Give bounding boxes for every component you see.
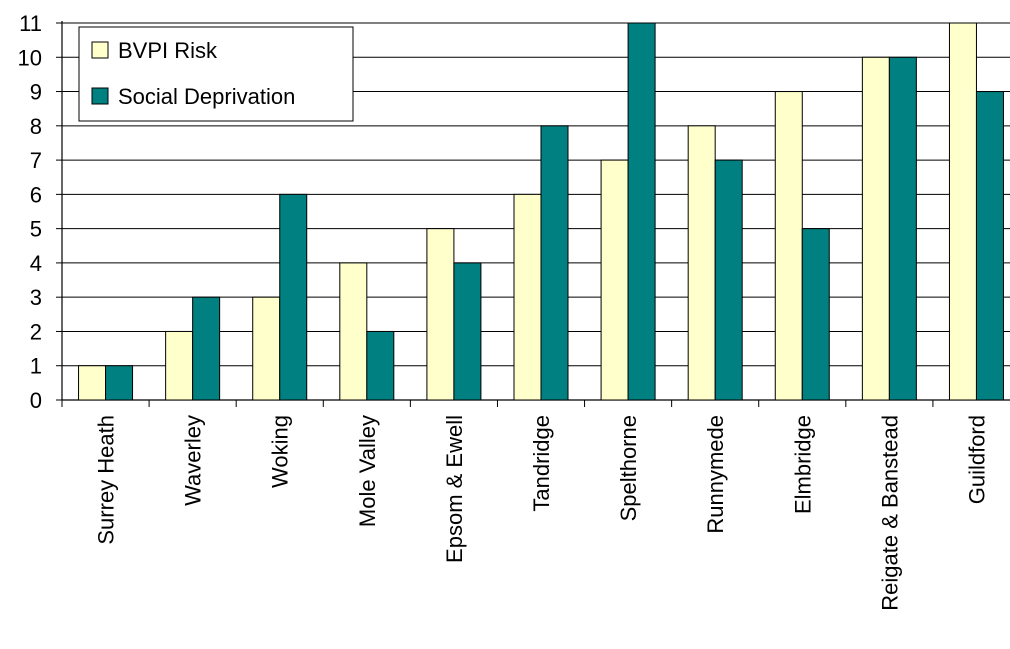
bar-social-deprivation-mole-valley [366, 330, 395, 401]
bar-bvpi-risk-mole-valley [339, 262, 368, 401]
x-tick-labels: Surrey Heath Waverley Woking Mole Valley Eps… [94, 415, 990, 611]
bar-social-deprivation-guildford [975, 91, 1004, 401]
x-tick-label-woking: Woking [268, 415, 293, 488]
bar-bvpi-risk-guildford [948, 22, 977, 401]
legend-box [78, 26, 354, 122]
bar-social-deprivation-runnymede [714, 159, 743, 401]
bar-social-deprivation-elmbridge [801, 228, 830, 401]
bar-bvpi-risk-tandridge [513, 193, 542, 401]
bar-social-deprivation-waverley [192, 296, 221, 401]
x-tick-label-waverley: Waverley [181, 415, 206, 506]
y-tick-label-2: 2 [30, 319, 42, 344]
y-tick-label-11: 11 [19, 11, 42, 36]
bar-bvpi-risk-elmbridge [774, 91, 803, 401]
bar-bvpi-risk-epsom-and-ewell [426, 228, 455, 401]
bar-bvpi-risk-waverley [165, 330, 194, 401]
bar-bvpi-risk-reigate-and-banstead [861, 56, 890, 401]
y-tick-label-9: 9 [30, 80, 42, 105]
x-tick-label-spelthorne: Spelthorne [616, 415, 641, 521]
legend-swatch-bvpi-risk [91, 41, 109, 59]
legend: BVPI Risk Social Deprivation [78, 26, 354, 122]
bar-social-deprivation-surrey-heath [105, 365, 134, 401]
y-tick-label-5: 5 [30, 217, 42, 242]
bar-social-deprivation-epsom-and-ewell [453, 262, 482, 401]
y-tick-labels: 0 1 2 3 4 5 6 7 8 9 10 11 [18, 11, 42, 413]
bar-social-deprivation-tandridge [540, 125, 569, 401]
y-tick-label-0: 0 [30, 388, 42, 413]
bar-bvpi-risk-runnymede [687, 125, 716, 401]
x-tick-label-runnymede: Runnymede [703, 415, 728, 534]
x-tick-label-elmbridge: Elmbridge [790, 415, 815, 514]
y-tick-label-4: 4 [30, 251, 42, 276]
x-tick-label-tandridge: Tandridge [529, 415, 554, 512]
x-tick-label-mole-valley: Mole Valley [355, 415, 380, 527]
x-tick-label-guildford: Guildford [964, 415, 989, 504]
y-tick-label-8: 8 [30, 114, 42, 139]
y-tick-label-10: 10 [18, 45, 42, 70]
bar-bvpi-risk-surrey-heath [78, 365, 107, 401]
bar-bvpi-risk-spelthorne [600, 159, 629, 401]
legend-label-bvpi-risk: BVPI Risk [118, 38, 218, 63]
x-tick-label-reigate-and-banstead: Reigate & Banstead [877, 415, 902, 611]
y-tick-label-6: 6 [30, 182, 42, 207]
bar-social-deprivation-spelthorne [627, 22, 656, 401]
legend-label-social-deprivation: Social Deprivation [118, 84, 295, 109]
x-tick-label-surrey-heath: Surrey Heath [94, 415, 119, 545]
y-tick-label-7: 7 [30, 148, 42, 173]
bar-social-deprivation-reigate-and-banstead [888, 56, 917, 401]
bar-bvpi-risk-woking [252, 296, 281, 401]
y-tick-label-1: 1 [30, 354, 42, 379]
x-tick-label-epsom-and-ewell: Epsom & Ewell [442, 415, 467, 563]
y-tick-label-3: 3 [30, 285, 42, 310]
legend-swatch-social-deprivation [91, 87, 109, 105]
bar-social-deprivation-woking [279, 193, 308, 401]
bars [78, 22, 1004, 401]
